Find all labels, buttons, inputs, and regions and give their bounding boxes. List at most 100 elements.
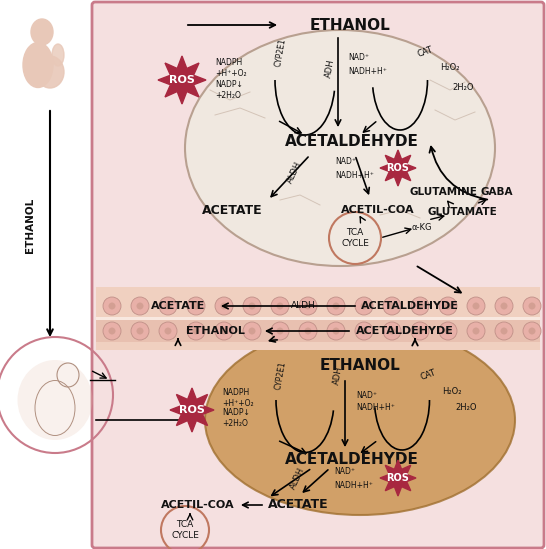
Circle shape [243, 322, 261, 340]
Text: TCA
CYCLE: TCA CYCLE [341, 228, 369, 248]
Text: H₂O₂: H₂O₂ [440, 64, 460, 72]
Circle shape [333, 328, 340, 334]
Circle shape [389, 302, 395, 310]
Text: NAD⁺: NAD⁺ [335, 158, 356, 166]
Text: NAD⁺: NAD⁺ [356, 390, 377, 400]
Text: ADH: ADH [332, 365, 344, 385]
Text: NADP↓
+2H₂O: NADP↓ +2H₂O [222, 408, 250, 428]
Text: ETHANOL: ETHANOL [25, 198, 35, 253]
Circle shape [136, 302, 144, 310]
Circle shape [271, 297, 289, 315]
Text: ALDH: ALDH [290, 301, 316, 311]
Circle shape [193, 302, 199, 310]
Text: ACETIL-COA: ACETIL-COA [161, 500, 235, 510]
Text: ACETATE: ACETATE [201, 204, 262, 216]
Polygon shape [170, 388, 214, 432]
Text: CAT: CAT [419, 368, 437, 382]
Text: α-KG: α-KG [412, 223, 432, 232]
Circle shape [495, 322, 513, 340]
Circle shape [472, 328, 479, 334]
Text: ETHANOL: ETHANOL [186, 326, 245, 336]
Circle shape [221, 328, 228, 334]
Circle shape [360, 328, 367, 334]
Circle shape [411, 322, 429, 340]
Text: H₂O₂: H₂O₂ [442, 388, 461, 396]
Text: GABA: GABA [480, 187, 513, 197]
Ellipse shape [17, 360, 92, 440]
Text: ACETATE: ACETATE [268, 498, 328, 512]
Text: NAD⁺: NAD⁺ [334, 468, 355, 477]
Circle shape [164, 302, 171, 310]
Text: ACETALDEHYDE: ACETALDEHYDE [361, 301, 459, 311]
Circle shape [360, 302, 367, 310]
Circle shape [187, 297, 205, 315]
Text: GLUTAMATE: GLUTAMATE [427, 207, 497, 217]
Text: 2H₂O: 2H₂O [455, 404, 477, 412]
Circle shape [444, 328, 452, 334]
Text: ACETALDEHYDE: ACETALDEHYDE [356, 326, 454, 336]
Circle shape [305, 302, 312, 310]
Bar [96, 342, 540, 350]
Circle shape [355, 297, 373, 315]
Circle shape [417, 328, 424, 334]
Text: CYP2E1: CYP2E1 [274, 37, 288, 67]
Circle shape [529, 328, 536, 334]
Circle shape [305, 328, 312, 334]
Text: GLUTAMINE: GLUTAMINE [409, 187, 477, 197]
Circle shape [439, 297, 457, 315]
Ellipse shape [36, 56, 64, 88]
Circle shape [472, 302, 479, 310]
Ellipse shape [23, 42, 53, 87]
Circle shape [159, 297, 177, 315]
Text: ETHANOL: ETHANOL [319, 357, 400, 373]
Circle shape [159, 322, 177, 340]
Circle shape [333, 302, 340, 310]
Polygon shape [158, 56, 206, 104]
FancyBboxPatch shape [92, 2, 544, 548]
Circle shape [243, 297, 261, 315]
Text: ACETALDEHYDE: ACETALDEHYDE [285, 452, 419, 468]
Circle shape [193, 328, 199, 334]
Text: ROS: ROS [179, 405, 205, 415]
Circle shape [495, 297, 513, 315]
Text: ACETATE: ACETATE [151, 301, 205, 311]
Bar [96, 317, 540, 320]
Circle shape [467, 322, 485, 340]
Text: NADPH
+H⁺+O₂: NADPH +H⁺+O₂ [222, 388, 254, 408]
Ellipse shape [52, 44, 64, 66]
Text: NADH+H⁺: NADH+H⁺ [335, 171, 374, 180]
Text: NAD⁺: NAD⁺ [348, 53, 369, 63]
Circle shape [327, 322, 345, 340]
Bar [96, 320, 540, 342]
Text: CYP2E1: CYP2E1 [274, 360, 288, 390]
Circle shape [529, 302, 536, 310]
Text: ACETIL-COA: ACETIL-COA [341, 205, 415, 215]
Circle shape [276, 328, 283, 334]
Text: NADH+H⁺: NADH+H⁺ [334, 480, 373, 490]
Circle shape [389, 328, 395, 334]
Bar [96, 295, 540, 317]
Circle shape [383, 322, 401, 340]
Circle shape [109, 328, 116, 334]
Circle shape [299, 322, 317, 340]
Circle shape [523, 322, 541, 340]
Circle shape [248, 328, 256, 334]
Text: NADH+H⁺: NADH+H⁺ [348, 68, 387, 76]
Circle shape [467, 297, 485, 315]
Circle shape [501, 328, 507, 334]
Circle shape [103, 322, 121, 340]
Circle shape [103, 297, 121, 315]
Circle shape [355, 322, 373, 340]
Circle shape [164, 328, 171, 334]
Circle shape [215, 322, 233, 340]
Circle shape [248, 302, 256, 310]
Polygon shape [380, 460, 416, 496]
Circle shape [271, 322, 289, 340]
Circle shape [187, 322, 205, 340]
Circle shape [417, 302, 424, 310]
Bar [96, 287, 540, 295]
Circle shape [109, 302, 116, 310]
Text: ACETALDEHYDE: ACETALDEHYDE [285, 135, 419, 149]
Text: ADH: ADH [324, 58, 336, 78]
Circle shape [444, 302, 452, 310]
